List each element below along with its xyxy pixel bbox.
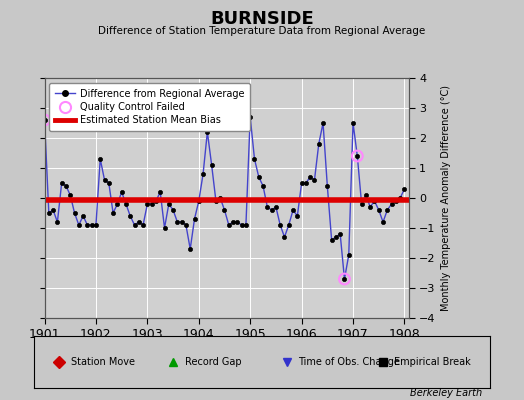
Legend: Difference from Regional Average, Quality Control Failed, Estimated Station Mean: Difference from Regional Average, Qualit… (49, 83, 250, 131)
Point (40, 117, 49, 123)
Text: BURNSIDE: BURNSIDE (210, 10, 314, 28)
Text: Empirical Break: Empirical Break (394, 357, 471, 367)
Text: Difference of Station Temperature Data from Regional Average: Difference of Station Temperature Data f… (99, 26, 425, 36)
Text: Time of Obs. Change: Time of Obs. Change (299, 357, 400, 367)
Point (340, 276, 348, 282)
Text: Station Move: Station Move (71, 357, 135, 367)
Text: Berkeley Earth: Berkeley Earth (410, 388, 482, 398)
Point (353, 153, 362, 159)
Text: Record Gap: Record Gap (184, 357, 241, 367)
Y-axis label: Monthly Temperature Anomaly Difference (°C): Monthly Temperature Anomaly Difference (… (441, 85, 451, 311)
